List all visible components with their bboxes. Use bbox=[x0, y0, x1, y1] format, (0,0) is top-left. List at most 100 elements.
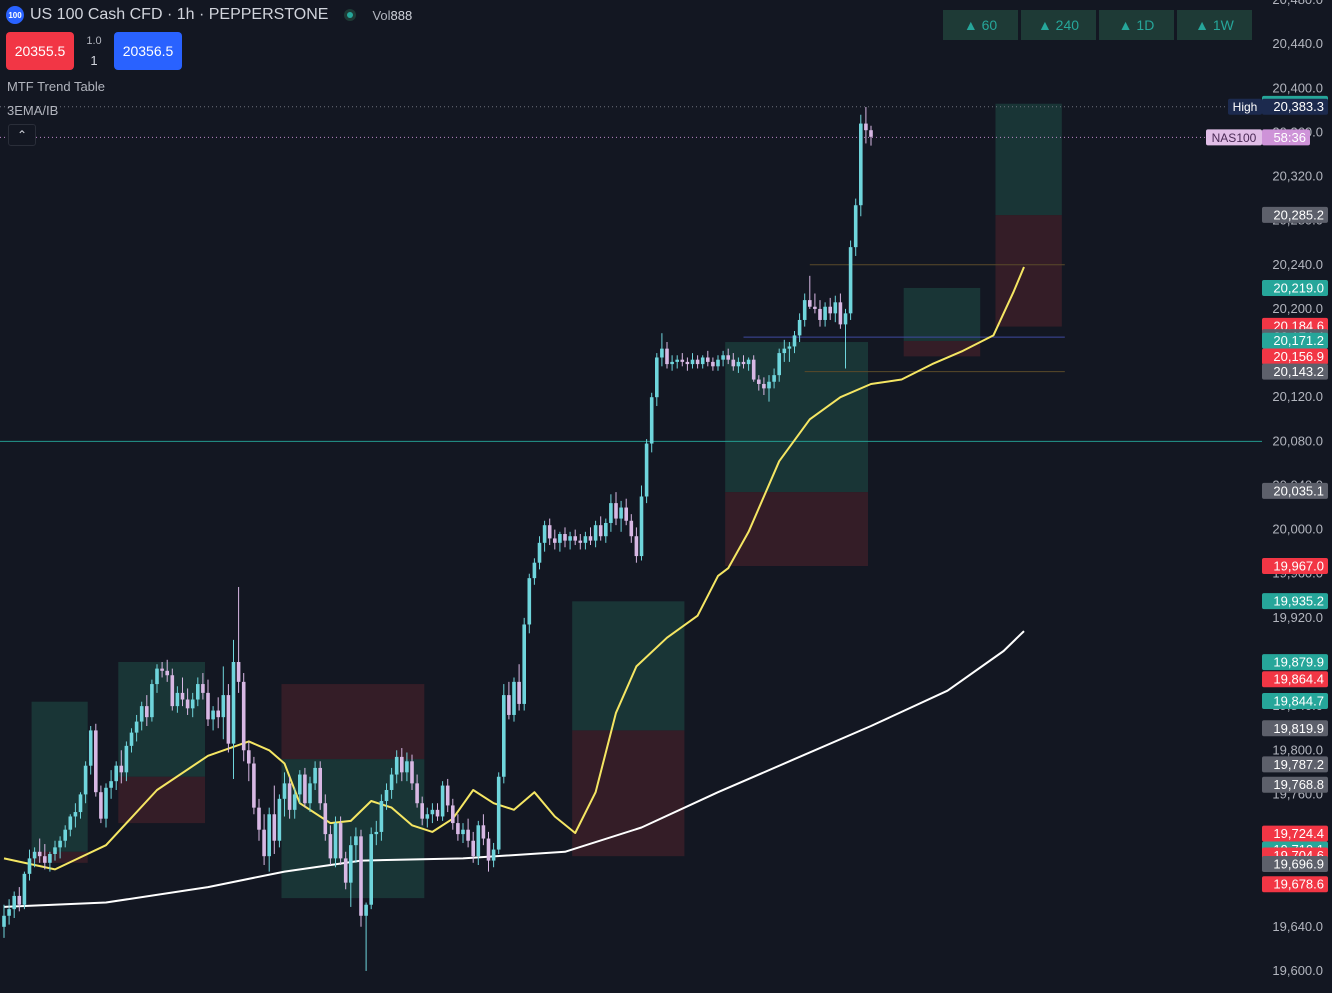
candle-body bbox=[252, 763, 256, 808]
candle bbox=[99, 785, 103, 824]
candle bbox=[12, 891, 16, 918]
candle bbox=[751, 355, 756, 382]
candle-body bbox=[190, 699, 195, 709]
candle-body bbox=[231, 662, 236, 744]
candle-body bbox=[818, 308, 822, 320]
bear-zone bbox=[118, 776, 205, 824]
volume-value: 888 bbox=[390, 7, 413, 23]
candle bbox=[221, 666, 226, 740]
candle bbox=[252, 756, 256, 815]
candle-body bbox=[221, 695, 226, 718]
candle bbox=[736, 357, 741, 373]
candle-body bbox=[425, 814, 430, 819]
candle-body bbox=[185, 699, 190, 709]
candle-body bbox=[507, 695, 511, 715]
symbol-logo-icon: 100 bbox=[6, 6, 24, 24]
candle-body bbox=[864, 123, 868, 131]
candle-body bbox=[706, 357, 710, 362]
candle bbox=[604, 518, 608, 543]
candle-body bbox=[333, 823, 338, 859]
candle-body bbox=[802, 300, 807, 320]
candle bbox=[257, 798, 261, 841]
candle-body bbox=[558, 534, 562, 543]
candle bbox=[129, 728, 134, 753]
candle bbox=[655, 353, 659, 407]
candle-body bbox=[68, 816, 73, 830]
candle bbox=[405, 752, 409, 782]
symbol-title[interactable]: US 100 Cash CFD · 1h · PEPPERSTONE bbox=[30, 6, 329, 23]
candle-body bbox=[604, 522, 608, 537]
price-tick-label: 20,200.0 bbox=[1272, 301, 1323, 316]
candle bbox=[48, 851, 52, 872]
candle-body bbox=[757, 379, 761, 384]
candle-body bbox=[236, 662, 241, 682]
candle-body bbox=[298, 774, 302, 795]
chevron-up-icon: ⌃ bbox=[16, 128, 28, 142]
candle bbox=[634, 527, 639, 563]
price-tag-value: 20,143.2 bbox=[1273, 364, 1324, 379]
candle-body bbox=[512, 681, 516, 715]
price-tag-value: 20,219.0 bbox=[1273, 280, 1324, 295]
candle-body bbox=[420, 803, 424, 819]
candle bbox=[512, 677, 516, 722]
candle-body bbox=[7, 909, 11, 916]
candle-body bbox=[491, 849, 496, 861]
candle bbox=[741, 355, 746, 369]
candle bbox=[104, 783, 108, 828]
candle-body bbox=[48, 853, 52, 863]
candle bbox=[303, 767, 307, 808]
candle bbox=[359, 829, 363, 927]
candle-body bbox=[609, 503, 613, 523]
candle bbox=[813, 293, 817, 314]
candle-body bbox=[114, 765, 118, 782]
candle-body bbox=[88, 730, 93, 766]
candle bbox=[354, 827, 358, 863]
candle-body bbox=[369, 834, 373, 905]
candle-body bbox=[721, 355, 725, 360]
chart-header: 100 US 100 Cash CFD · 1h · PEPPERSTONE V… bbox=[6, 6, 412, 24]
candle bbox=[150, 679, 154, 722]
candle-body bbox=[665, 348, 669, 365]
candle bbox=[241, 673, 246, 762]
candle bbox=[502, 684, 506, 784]
sell-button[interactable]: 20355.5 bbox=[6, 32, 74, 70]
bear-zone bbox=[725, 492, 868, 567]
candle-body bbox=[823, 306, 827, 320]
candle bbox=[706, 350, 710, 367]
bear-zone bbox=[572, 730, 685, 857]
candle bbox=[547, 518, 552, 546]
indicator-3ema-ib[interactable]: 3EMA/IB bbox=[7, 103, 59, 118]
candle bbox=[277, 794, 282, 848]
indicator-mtf-trend-table[interactable]: MTF Trend Table bbox=[7, 79, 106, 94]
price-tick-label: 20,320.0 bbox=[1272, 169, 1323, 184]
candle-body bbox=[267, 814, 271, 857]
candle-body bbox=[104, 787, 108, 819]
candle-body bbox=[241, 681, 246, 751]
price-tick-label: 20,120.0 bbox=[1272, 389, 1323, 404]
quantity-value[interactable]: 1 bbox=[90, 52, 98, 68]
collapse-indicators-button[interactable]: ⌃ bbox=[8, 124, 36, 146]
price-tag bbox=[1262, 558, 1328, 575]
candle-body bbox=[869, 130, 873, 137]
buy-button[interactable]: 20356.5 bbox=[114, 32, 182, 70]
price-tag bbox=[1262, 756, 1328, 773]
candle-body bbox=[496, 776, 501, 850]
candle-body bbox=[78, 794, 83, 813]
candle-body bbox=[364, 904, 368, 916]
candle bbox=[2, 904, 6, 938]
volume-indicator[interactable]: Vol888 bbox=[372, 8, 412, 23]
price-tag-value: 19,844.7 bbox=[1273, 693, 1324, 708]
candle-body bbox=[527, 578, 532, 625]
candle bbox=[762, 377, 766, 395]
candle-body bbox=[150, 684, 154, 718]
candle-body bbox=[277, 798, 282, 841]
candle bbox=[338, 816, 343, 866]
candle bbox=[410, 754, 414, 790]
candle bbox=[685, 357, 690, 371]
candle-body bbox=[767, 381, 771, 389]
candle bbox=[675, 355, 679, 369]
candle bbox=[114, 761, 118, 790]
candle bbox=[537, 536, 542, 570]
candle-body bbox=[782, 348, 787, 354]
